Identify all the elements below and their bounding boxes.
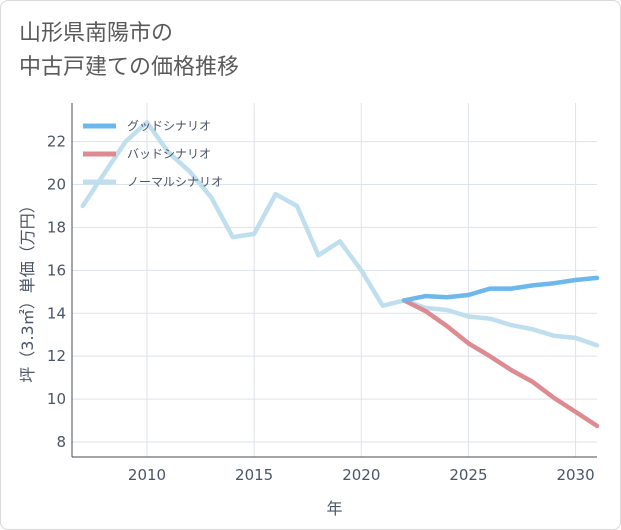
- y-tick-label-16: 16: [47, 261, 66, 279]
- grid-lines: [72, 103, 597, 457]
- series-line-0: [401, 275, 600, 303]
- x-tick-label-2010: 2010: [128, 466, 166, 484]
- x-tick-label-2020: 2020: [342, 466, 380, 484]
- chart-title: 山形県南陽市の 中古戸建ての価格推移: [19, 17, 239, 85]
- chart-title-line-2: 中古戸建ての価格推移: [19, 55, 240, 80]
- y-tick-label-14: 14: [47, 304, 66, 322]
- legend-label-1: バッドシナリオ: [127, 147, 211, 161]
- y-tick-label-8: 8: [56, 433, 66, 451]
- y-tick-label-18: 18: [47, 218, 66, 236]
- tick-labels: 2010 2015 2020 2025 2030 8 10 12 14 16 18 20 22: [47, 133, 595, 484]
- y-tick-label-10: 10: [47, 390, 66, 408]
- axes: [71, 103, 597, 458]
- x-tick-label-2015: 2015: [235, 466, 273, 484]
- legend-label-0: グッドシナリオ: [127, 119, 211, 133]
- plot-area: [72, 103, 597, 457]
- series-lines: [80, 120, 600, 429]
- chart-title-line-1: 山形県南陽市の: [19, 21, 174, 46]
- plot-background: [72, 103, 597, 457]
- x-tick-label-2030: 2030: [556, 466, 594, 484]
- y-tick-label-22: 22: [47, 133, 66, 151]
- x-axis-title: 年: [326, 499, 342, 518]
- legend-label-2: ノーマルシナリオ: [127, 175, 223, 189]
- series-line-2: [80, 120, 600, 348]
- y-tick-label-12: 12: [47, 347, 66, 365]
- series-line-1: [401, 298, 600, 429]
- axis-titles: 年 坪（3.3㎡）単価（万円）: [18, 197, 343, 518]
- x-tick-label-2025: 2025: [449, 466, 487, 484]
- y-axis-title: 坪（3.3㎡）単価（万円）: [18, 197, 37, 382]
- y-tick-label-20: 20: [47, 176, 66, 194]
